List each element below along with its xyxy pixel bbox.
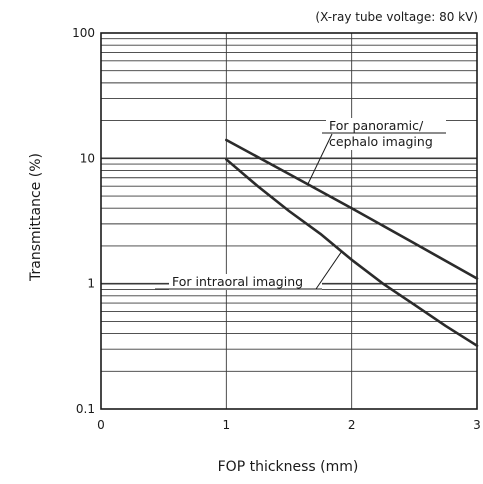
series-annotation-label: cephalo imaging xyxy=(329,134,433,149)
tick-labels: 0 1 2 3 0.1 1 10 100 xyxy=(72,26,481,432)
annotations: For panoramic/cephalo imaging For intraor… xyxy=(155,118,446,290)
chart-note: (X-ray tube voltage: 80 kV) xyxy=(315,10,478,24)
series-lines xyxy=(225,138,479,347)
y-tick-label: 10 xyxy=(80,151,95,165)
annotation-leader xyxy=(307,133,333,185)
series-line-2 xyxy=(225,158,479,347)
x-tick-label: 3 xyxy=(473,418,481,432)
y-axis-title: Transmittance (%) xyxy=(28,153,44,282)
x-tick-label: 2 xyxy=(348,418,356,432)
series-annotation-label: For intraoral imaging xyxy=(172,274,303,289)
series-line-1 xyxy=(225,138,479,280)
x-tick-label: 1 xyxy=(223,418,231,432)
annotation-background xyxy=(326,118,446,150)
grid xyxy=(100,32,478,410)
y-tick-label: 100 xyxy=(72,26,95,40)
x-axis-title: FOP thickness (mm) xyxy=(218,459,359,475)
y-tick-label: 0.1 xyxy=(76,402,95,416)
series-annotation-label: For panoramic/ xyxy=(329,118,424,133)
annotation-background xyxy=(169,274,322,290)
annotation-leader xyxy=(315,251,343,290)
plot-frame xyxy=(100,32,478,410)
x-tick-label: 0 xyxy=(97,418,105,432)
y-tick-label: 1 xyxy=(87,277,95,291)
